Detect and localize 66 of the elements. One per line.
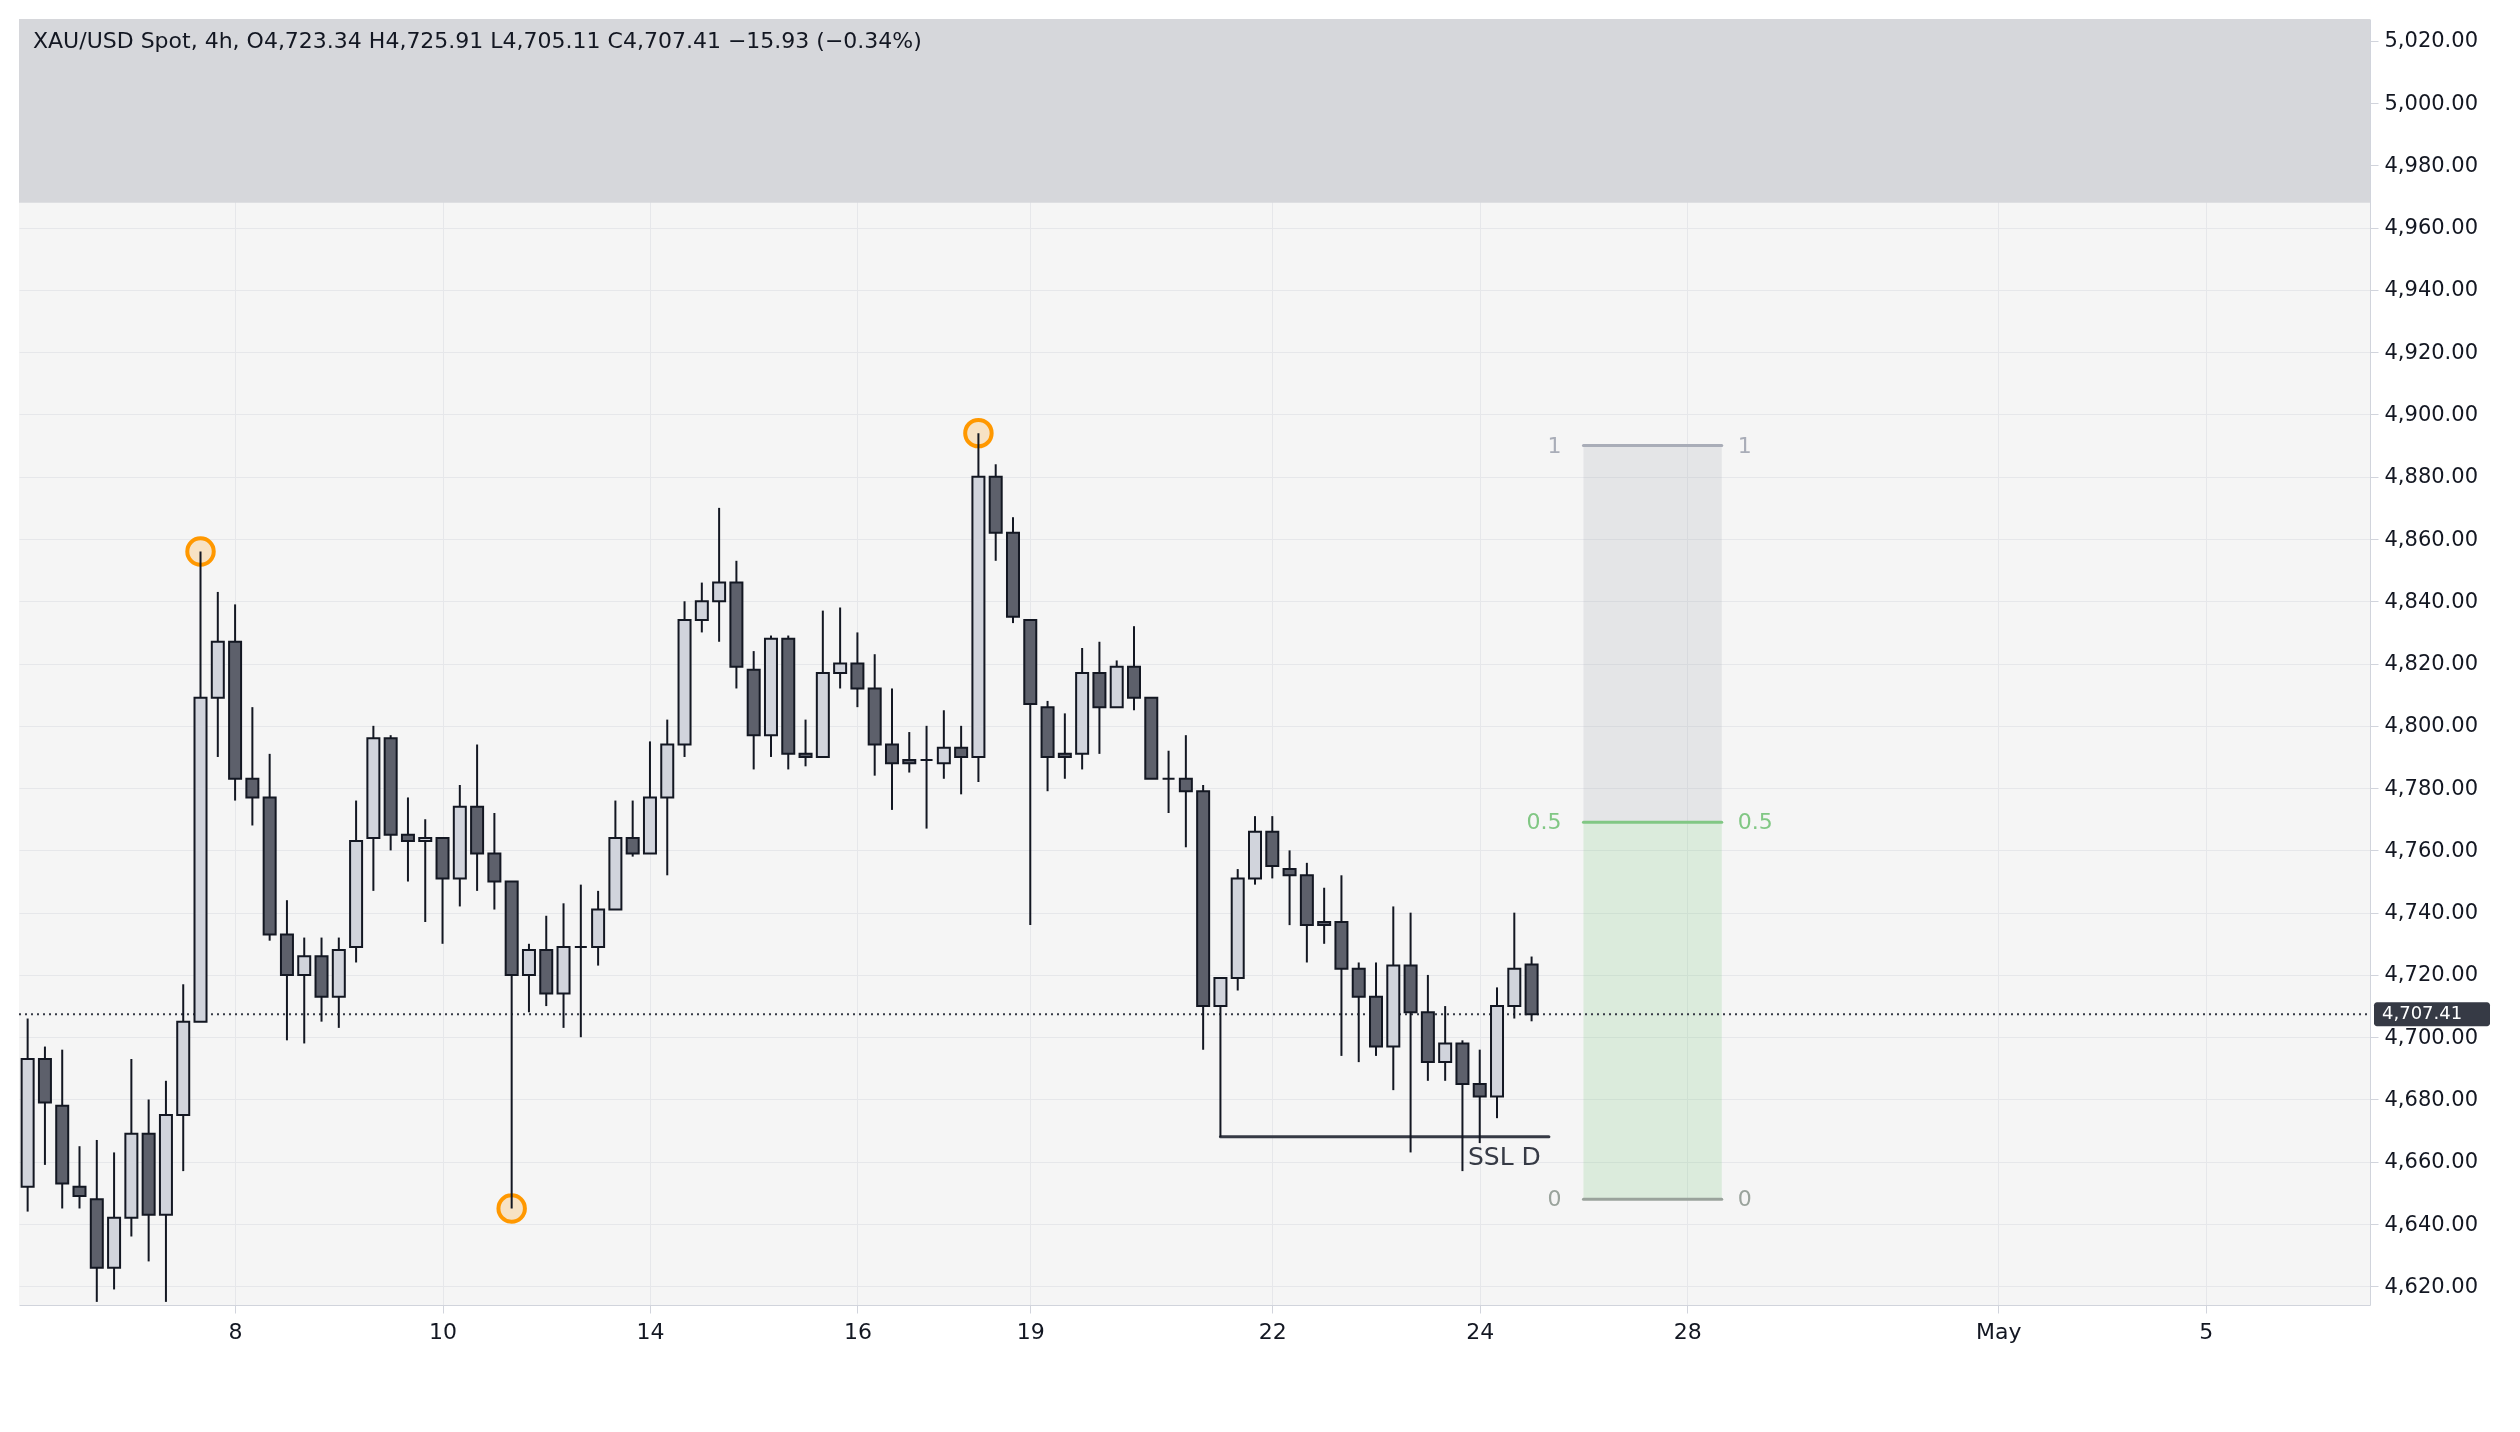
y-tick-label: 4,760.00 bbox=[2384, 837, 2479, 862]
candlestick bbox=[902, 731, 917, 774]
series-label: SSL D bbox=[1468, 1141, 1541, 1171]
y-tick-label: 4,920.00 bbox=[2384, 339, 2479, 364]
candlestick bbox=[833, 606, 848, 690]
y-tick-label: 4,960.00 bbox=[2384, 215, 2479, 240]
candlestick bbox=[297, 936, 312, 1045]
y-tick-label: 4,940.00 bbox=[2384, 277, 2479, 302]
y-tick-label: 4,660.00 bbox=[2384, 1149, 2479, 1174]
candlestick bbox=[1438, 1005, 1453, 1082]
y-tick-label: 4,880.00 bbox=[2384, 464, 2479, 489]
x-tick-label: 24 bbox=[1466, 1318, 1495, 1344]
y-tick-label: 4,860.00 bbox=[2384, 526, 2479, 551]
x-tick-label: 28 bbox=[1673, 1318, 1702, 1344]
series-label: 0 bbox=[1737, 1186, 1752, 1212]
chart-title: XAU/USD Spot, 4h, O4,723.34 H4,725.91 L4,705.11 C4,707.41 −15.93 (−0.34%) bbox=[33, 28, 922, 53]
candlestick bbox=[1317, 886, 1332, 945]
candlestick bbox=[1472, 1048, 1487, 1145]
y-tick-label: 4,620.00 bbox=[2384, 1273, 2479, 1298]
candlestick bbox=[245, 706, 260, 827]
y-tick-label: 4,820.00 bbox=[2384, 651, 2479, 676]
y-tick-label: 5,020.00 bbox=[2384, 28, 2479, 53]
x-tick-label: 5 bbox=[2199, 1318, 2214, 1344]
x-tick-label: 8 bbox=[228, 1318, 243, 1344]
x-tick-label: 10 bbox=[429, 1318, 458, 1344]
candlestick bbox=[625, 799, 640, 858]
candlestick bbox=[694, 581, 709, 634]
x-tick-label: 16 bbox=[843, 1318, 872, 1344]
candlestick bbox=[1178, 734, 1193, 849]
y-tick-label: 4,640.00 bbox=[2384, 1211, 2479, 1236]
candlestick bbox=[72, 1145, 87, 1210]
y-tick-label: 4,740.00 bbox=[2384, 900, 2479, 925]
y-tick-label: 4,900.00 bbox=[2384, 401, 2479, 426]
candlestick bbox=[1057, 712, 1072, 780]
candlestick bbox=[712, 506, 727, 643]
point bbox=[496, 1193, 527, 1224]
candlestick bbox=[919, 724, 934, 830]
y-tick-label: 4,780.00 bbox=[2384, 775, 2479, 800]
text: 0.5 bbox=[1526, 809, 1562, 835]
y-tick-label: 4,840.00 bbox=[2384, 588, 2479, 613]
series-label: 1 bbox=[1737, 432, 1752, 458]
candlestick bbox=[1161, 749, 1176, 815]
candlestick bbox=[798, 718, 813, 768]
y-tick-label: 4,720.00 bbox=[2384, 962, 2479, 987]
y-tick-label: 4,680.00 bbox=[2384, 1086, 2479, 1111]
text: 1 bbox=[1547, 432, 1562, 458]
x-tick-label: May bbox=[1976, 1318, 2022, 1344]
x-tick-label: 22 bbox=[1258, 1318, 1287, 1344]
point bbox=[185, 536, 216, 567]
text: 0 bbox=[1547, 1186, 1562, 1212]
y-tick-label: 4,800.00 bbox=[2384, 713, 2479, 738]
candlestick bbox=[400, 796, 415, 883]
ref-line-label: 4,707.41 bbox=[2382, 1002, 2463, 1024]
candlestick bbox=[954, 724, 969, 796]
candlestick bbox=[936, 709, 951, 780]
y-tick-label: 5,000.00 bbox=[2384, 90, 2479, 115]
candlestick bbox=[573, 883, 588, 1039]
series-label: 0.5 bbox=[1737, 809, 1773, 835]
point bbox=[963, 417, 994, 449]
y-tick-label: 4,980.00 bbox=[2384, 152, 2479, 177]
candlestick bbox=[884, 687, 899, 811]
candlestick bbox=[1282, 849, 1297, 927]
y-tick-label: 4,700.00 bbox=[2384, 1024, 2479, 1049]
x-tick-label: 19 bbox=[1016, 1318, 1045, 1344]
x-tick-label: 14 bbox=[636, 1318, 665, 1344]
candlestick bbox=[418, 818, 433, 923]
